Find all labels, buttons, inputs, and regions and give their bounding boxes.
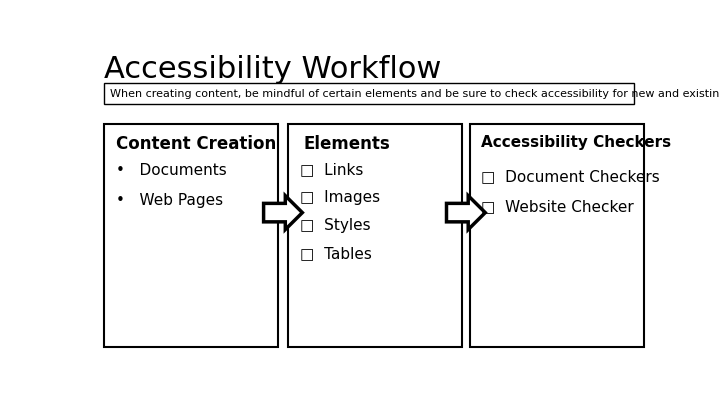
FancyBboxPatch shape xyxy=(104,83,634,104)
Text: Accessibility Workflow: Accessibility Workflow xyxy=(104,55,441,84)
Text: Elements: Elements xyxy=(303,135,390,153)
Text: •   Documents: • Documents xyxy=(117,162,227,177)
Text: Content Creation: Content Creation xyxy=(117,135,276,153)
Polygon shape xyxy=(446,196,485,230)
Text: □  Images: □ Images xyxy=(300,190,380,205)
Text: When creating content, be mindful of certain elements and be sure to check acces: When creating content, be mindful of cer… xyxy=(110,89,720,99)
Text: □  Website Checker: □ Website Checker xyxy=(481,200,634,215)
Text: □  Document Checkers: □ Document Checkers xyxy=(481,169,660,184)
Text: □  Links: □ Links xyxy=(300,162,364,177)
Text: □  Tables: □ Tables xyxy=(300,246,372,261)
Polygon shape xyxy=(264,196,302,230)
FancyBboxPatch shape xyxy=(469,124,644,347)
Text: □  Styles: □ Styles xyxy=(300,218,371,233)
Text: Accessibility Checkers: Accessibility Checkers xyxy=(481,135,671,150)
Text: •   Web Pages: • Web Pages xyxy=(117,193,223,208)
FancyBboxPatch shape xyxy=(287,124,462,347)
FancyBboxPatch shape xyxy=(104,124,279,347)
